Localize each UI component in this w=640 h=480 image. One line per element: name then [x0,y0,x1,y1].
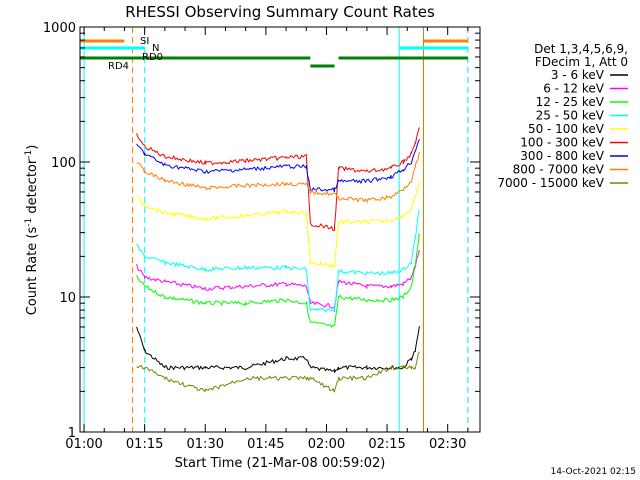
series-line-0 [136,326,420,373]
x-tick-label-0: 01:00 [65,437,102,452]
x-tick-label-3: 01:45 [247,437,284,452]
legend-label-3: 25 - 50 keV [536,109,605,123]
y-tick-label-0: 1 [68,426,76,441]
legend-label-8: 7000 - 15000 keV [497,176,604,190]
flag-label-rd4: RD4 [108,61,129,72]
x-axis-label: Start Time (21-Mar-08 00:59:02) [175,456,386,471]
series-line-8 [136,351,420,393]
legend-header-line-1: Det 1,3,4,5,6,9, [534,42,628,56]
series-line-2 [136,233,420,328]
x-tick-label-1: 01:15 [126,437,163,452]
legend-label-0: 3 - 6 keV [551,68,605,82]
legend-label-6: 300 - 800 keV [520,149,604,163]
axes: 01:00 01:15 01:30 01:45 02:00 02:15 02:30 1 10 10… [43,21,480,452]
x-tick-label-5: 02:15 [368,437,405,452]
y-tick-label-3: 1000 [43,21,76,36]
chart-title: RHESSI Observing Summary Count Rates [125,3,435,21]
legend-label-4: 50 - 100 keV [528,122,605,136]
timestamp: 14-Oct-2021 02:15 [551,467,636,477]
flag-label-si: SI [140,36,149,47]
series-line-1 [136,249,420,309]
legend-header-line-2: FDecim 1, Att 0 [535,55,628,69]
x-tick-label-6: 02:30 [429,437,466,452]
plot-frame [79,26,481,433]
x-tick-label-2: 01:30 [187,437,224,452]
y-axis-label: Count Rate (s-1 detector-1) [24,145,40,316]
legend-label-5: 100 - 300 keV [520,136,604,150]
series-line-4 [136,181,420,269]
y-tick-label-2: 100 [51,156,76,171]
series-line-7 [136,151,420,204]
series-line-3 [136,209,420,313]
series-line-6 [136,139,420,193]
legend: Det 1,3,4,5,6,9, FDecim 1, Att 0 3 - 6 k… [497,42,628,190]
legend-label-7: 800 - 7000 keV [513,163,605,177]
x-tick-label-4: 02:00 [308,437,345,452]
legend-label-2: 12 - 25 keV [536,95,605,109]
flag-label-rd0: RD0 [142,52,163,63]
flag-label-n: N [152,43,159,54]
series-line-5 [136,127,420,231]
legend-label-1: 6 - 12 keV [543,82,605,96]
y-tick-label-1: 10 [59,291,76,306]
